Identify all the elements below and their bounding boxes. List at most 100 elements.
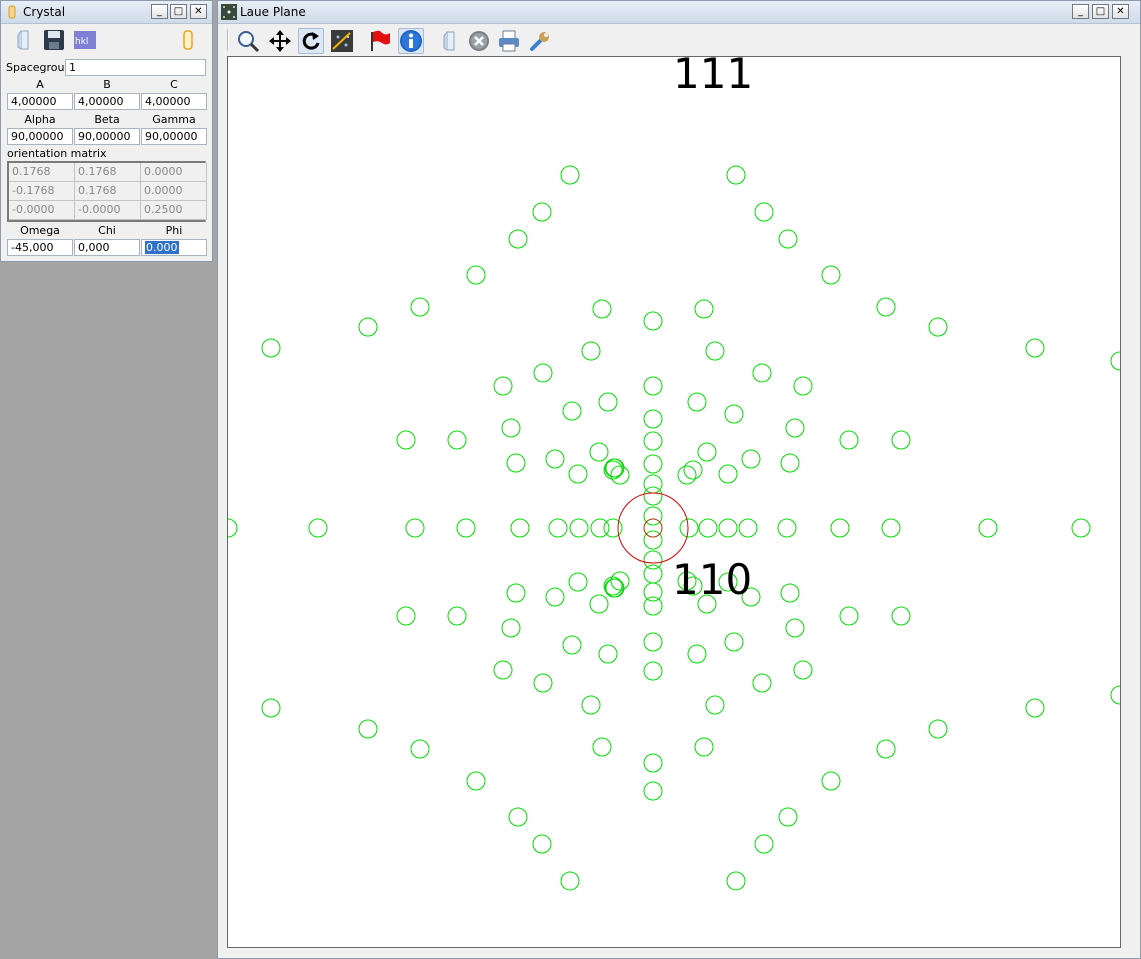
settings-button[interactable]: [527, 28, 553, 54]
reflection-spot[interactable]: [604, 578, 624, 598]
reflection-spot[interactable]: [643, 781, 663, 801]
reflection-spot[interactable]: [261, 698, 281, 718]
reflection-spot[interactable]: [718, 518, 738, 538]
reflection-spot[interactable]: [358, 317, 378, 337]
reflection-spot[interactable]: [643, 376, 663, 396]
laue-plane-canvas[interactable]: 111 110: [227, 56, 1121, 948]
chi-input[interactable]: 0,000: [74, 239, 140, 256]
reflection-spot[interactable]: [643, 753, 663, 773]
reflection-spot[interactable]: [308, 518, 328, 538]
reflection-spot[interactable]: [589, 442, 609, 462]
reflection-spot[interactable]: [604, 458, 624, 478]
reflection-spot[interactable]: [876, 739, 896, 759]
hkl-button[interactable]: hkl: [72, 27, 98, 53]
reflection-spot[interactable]: [533, 363, 553, 383]
reflection-spot[interactable]: [643, 431, 663, 451]
close-button[interactable]: ✕: [1112, 4, 1129, 19]
reflection-spot[interactable]: [643, 311, 663, 331]
reflection-spot[interactable]: [581, 341, 601, 361]
reflection-spot[interactable]: [532, 202, 552, 222]
reflection-spot[interactable]: [568, 572, 588, 592]
flag-button[interactable]: [367, 28, 393, 54]
reflection-spot[interactable]: [447, 430, 467, 450]
reflection-spot[interactable]: [396, 606, 416, 626]
reflection-spot[interactable]: [562, 401, 582, 421]
reflection-spot[interactable]: [1110, 685, 1121, 705]
reflection-spot[interactable]: [643, 550, 663, 570]
reflection-spot[interactable]: [697, 442, 717, 462]
minimize-button[interactable]: _: [1072, 4, 1089, 19]
reflection-spot[interactable]: [876, 297, 896, 317]
reflection-spot[interactable]: [724, 404, 744, 424]
reflection-spot[interactable]: [261, 338, 281, 358]
reflection-spot[interactable]: [741, 449, 761, 469]
reflection-spot[interactable]: [821, 771, 841, 791]
reflection-spot[interactable]: [705, 341, 725, 361]
reflection-spot[interactable]: [683, 576, 703, 596]
reflection-spot[interactable]: [718, 464, 738, 484]
reflection-spot[interactable]: [785, 618, 805, 638]
reflection-spot[interactable]: [466, 771, 486, 791]
reflection-spot[interactable]: [396, 430, 416, 450]
rotate-button[interactable]: [298, 28, 324, 54]
reflection-spot[interactable]: [545, 587, 565, 607]
reflection-spot[interactable]: [754, 202, 774, 222]
reflection-spot[interactable]: [643, 474, 663, 494]
reflection-spot[interactable]: [780, 583, 800, 603]
reflection-spot[interactable]: [598, 392, 618, 412]
reflection-spot[interactable]: [533, 673, 553, 693]
reflection-spot[interactable]: [687, 392, 707, 412]
reflection-spot[interactable]: [643, 661, 663, 681]
reflection-spot[interactable]: [560, 165, 580, 185]
close-button[interactable]: ✕: [190, 4, 207, 19]
reflection-spot[interactable]: [228, 518, 238, 538]
reflection-spot[interactable]: [928, 317, 948, 337]
laue-pattern[interactable]: 111 110: [228, 57, 1121, 948]
crystal-tool-button[interactable]: [11, 27, 37, 53]
reflection-spot[interactable]: [508, 229, 528, 249]
reflection-spot[interactable]: [698, 518, 718, 538]
reflection-spot[interactable]: [793, 376, 813, 396]
reflection-spot[interactable]: [839, 430, 859, 450]
reflection-spot[interactable]: [687, 644, 707, 664]
reflection-spot[interactable]: [724, 632, 744, 652]
reflection-spot[interactable]: [493, 660, 513, 680]
reflection-spot[interactable]: [821, 265, 841, 285]
reflection-spot[interactable]: [532, 834, 552, 854]
reflection-spot[interactable]: [780, 453, 800, 473]
reflection-spot[interactable]: [677, 465, 697, 485]
reflection-spot[interactable]: [405, 518, 425, 538]
reflection-spot[interactable]: [694, 299, 714, 319]
reflection-spot[interactable]: [562, 635, 582, 655]
reflection-spot[interactable]: [643, 486, 663, 506]
reflection-spot[interactable]: [679, 518, 699, 538]
info-button[interactable]: [398, 28, 424, 54]
reflection-spot[interactable]: [506, 453, 526, 473]
reflection-spot[interactable]: [754, 834, 774, 854]
reflection-spot[interactable]: [548, 518, 568, 538]
reflection-spot[interactable]: [1025, 338, 1045, 358]
reflection-spot[interactable]: [581, 695, 601, 715]
reflection-spot[interactable]: [683, 460, 703, 480]
reflection-spot[interactable]: [643, 454, 663, 474]
reflection-spot[interactable]: [643, 530, 663, 550]
reflection-spot[interactable]: [643, 409, 663, 429]
crystal-button[interactable]: [437, 28, 463, 54]
reflection-spot[interactable]: [643, 506, 663, 526]
center-reflection-spot[interactable]: [643, 518, 663, 538]
omega-input[interactable]: -45,000: [7, 239, 73, 256]
a-input[interactable]: 4,00000: [7, 93, 73, 110]
reflection-spot[interactable]: [752, 673, 772, 693]
reflection-spot[interactable]: [603, 576, 623, 596]
reflection-spot[interactable]: [793, 660, 813, 680]
reflection-spot[interactable]: [1025, 698, 1045, 718]
reflection-spot[interactable]: [560, 871, 580, 891]
reflection-spot[interactable]: [592, 299, 612, 319]
reflection-spot[interactable]: [778, 229, 798, 249]
reflection-spot[interactable]: [592, 737, 612, 757]
reflection-spot[interactable]: [891, 430, 911, 450]
reflection-spot[interactable]: [501, 618, 521, 638]
reflection-spot[interactable]: [568, 464, 588, 484]
reflection-spot[interactable]: [694, 737, 714, 757]
reflection-spot[interactable]: [1110, 351, 1121, 371]
